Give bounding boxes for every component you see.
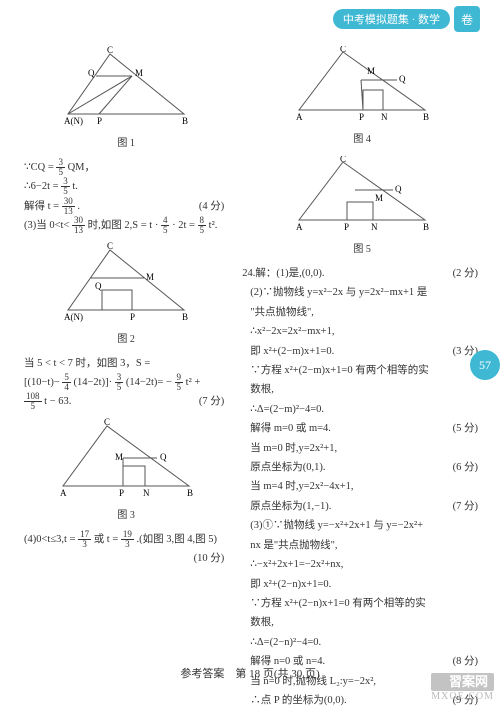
svg-text:B: B [182,116,188,126]
text-line: (2)∵抛物线 y=x²−2x 与 y=2x²−mx+1 是 [242,283,482,302]
text-line: 当 m=4 时,y=2x²−4x+1, [242,477,482,496]
text-line: ∵CQ = 35 QM， [24,158,228,177]
figure-4: A P N B C Q M [242,46,482,129]
figure-3-caption: 图 3 [24,507,228,526]
svg-text:A: A [296,222,303,232]
svg-text:Q: Q [395,184,402,194]
triangle-5-svg: A P N B C Q M [287,156,437,232]
svg-text:B: B [423,222,429,232]
figure-2: A(N) P B C Q M [24,242,228,329]
svg-text:C: C [340,156,346,164]
triangle-1-svg: A(N) P B C Q M [56,46,196,126]
text-line: ∴Δ=(2−m)²−4=0. [242,400,482,419]
page-header: 中考模拟题集 · 数学 卷 [333,6,480,32]
text-line: 数根, [242,380,482,399]
header-title: 中考模拟题集 · 数学 [333,9,450,29]
left-column: A(N) P B C Q M 图 1 ∵CQ = 35 QM， ∴6−2t = … [24,40,228,647]
text-line: 即 x²+(2−n)x+1=0. [242,575,482,594]
svg-text:M: M [375,193,383,203]
text-line: 原点坐标为(1,−1).(7 分) [242,497,482,516]
svg-text:N: N [143,488,150,498]
triangle-3-svg: A P N B C Q M [51,418,201,498]
figure-4-caption: 图 4 [242,131,482,150]
svg-text:P: P [359,112,364,122]
text-line: (3)①∵抛物线 y=−x²+2x+1 与 y=−2x²+ [242,516,482,535]
text-line: "共点抛物线", [242,303,482,322]
text-line: 当 5 < t < 7 时，如图 3，S = [24,354,228,373]
svg-text:P: P [119,488,124,498]
figure-5-caption: 图 5 [242,241,482,260]
header-logo: 卷 [454,6,480,32]
svg-text:M: M [367,66,375,76]
svg-text:A: A [296,112,303,122]
text-line: 原点坐标为(0,1).(6 分) [242,458,482,477]
score: (2 分) [453,264,478,283]
svg-text:Q: Q [399,74,406,84]
svg-text:Q: Q [88,68,95,78]
page-footer: 参考答案 第 18 页(共 30 页) [0,665,500,681]
figure-2-caption: 图 2 [24,331,228,350]
text-line: ∴−x²+2x+1=−2x²+nx, [242,555,482,574]
figure-1-caption: 图 1 [24,135,228,154]
svg-text:C: C [107,242,113,251]
text-line: (4)0<t≤3,t = 173 或 t = 193 .(如图 3,图 4,图 … [24,530,228,549]
svg-text:B: B [423,112,429,122]
text-line: ∵方程 x²+(2−n)x+1=0 有两个相等的实 [242,594,482,613]
figure-5: A P N B C Q M [242,156,482,239]
figure-1: A(N) P B C Q M [24,46,228,133]
score: (7 分) [453,497,478,516]
side-page-number: 57 [470,350,500,380]
text-line: ∵方程 x²+(2−m)x+1=0 有两个相等的实 [242,361,482,380]
text-line: ∴6−2t = 35 t. [24,177,228,196]
svg-text:B: B [187,488,193,498]
svg-text:P: P [344,222,349,232]
svg-text:N: N [381,112,388,122]
svg-text:A: A [60,488,67,498]
text-line: [(10−t)− 54 (14−2t)]· 35 (14−2t)= − 95 t… [24,373,228,392]
watermark-title: 習案网 [431,673,494,691]
svg-text:C: C [340,46,346,54]
svg-text:B: B [182,312,188,322]
svg-text:P: P [130,312,135,322]
svg-text:N: N [371,222,378,232]
content: A(N) P B C Q M 图 1 ∵CQ = 35 QM， ∴6−2t = … [0,0,500,677]
watermark-url: MXQE.COM [431,691,494,703]
text-line: ∴Δ=(2−n)²−4=0. [242,633,482,652]
watermark: 習案网 MXQE.COM [431,673,494,703]
score: (4 分) [199,197,224,216]
svg-text:M: M [146,272,154,282]
score: (10 分) [194,549,225,568]
score: (6 分) [453,458,478,477]
svg-text:P: P [97,116,102,126]
text-line: 1085 t − 63. (7 分) [24,392,228,411]
svg-text:A(N): A(N) [64,312,83,322]
score: (5 分) [453,419,478,438]
svg-text:M: M [115,452,123,462]
text-line: nx 是"共点抛物线", [242,536,482,555]
text-line: 数根, [242,613,482,632]
text-line: 24.解：(1)是,(0,0).(2 分) [242,264,482,283]
svg-text:Q: Q [160,452,167,462]
figure-3: A P N B C Q M [24,418,228,505]
text-line: 解得 t = 3013 . (4 分) [24,197,228,216]
score: (7 分) [199,392,224,411]
svg-text:M: M [135,68,143,78]
right-column: A P N B C Q M 图 4 A P N B C Q M [242,40,482,647]
svg-text:Q: Q [95,281,102,291]
text-line: ∴x²−2x=2x²−mx+1, [242,322,482,341]
text-line: 即 x²+(2−m)x+1=0.(3 分) [242,342,482,361]
triangle-4-svg: A P N B C Q M [287,46,437,122]
svg-text:C: C [107,46,113,55]
text-line: 当 m=0 时,y=2x²+1, [242,439,482,458]
triangle-2-svg: A(N) P B C Q M [56,242,196,322]
svg-text:A(N): A(N) [64,116,83,126]
text-line: 解得 m=0 或 m=4.(5 分) [242,419,482,438]
svg-text:C: C [104,418,110,427]
text-line: (3)当 0<t< 3013 时,如图 2,S = t · 45 · 2t = … [24,216,228,235]
